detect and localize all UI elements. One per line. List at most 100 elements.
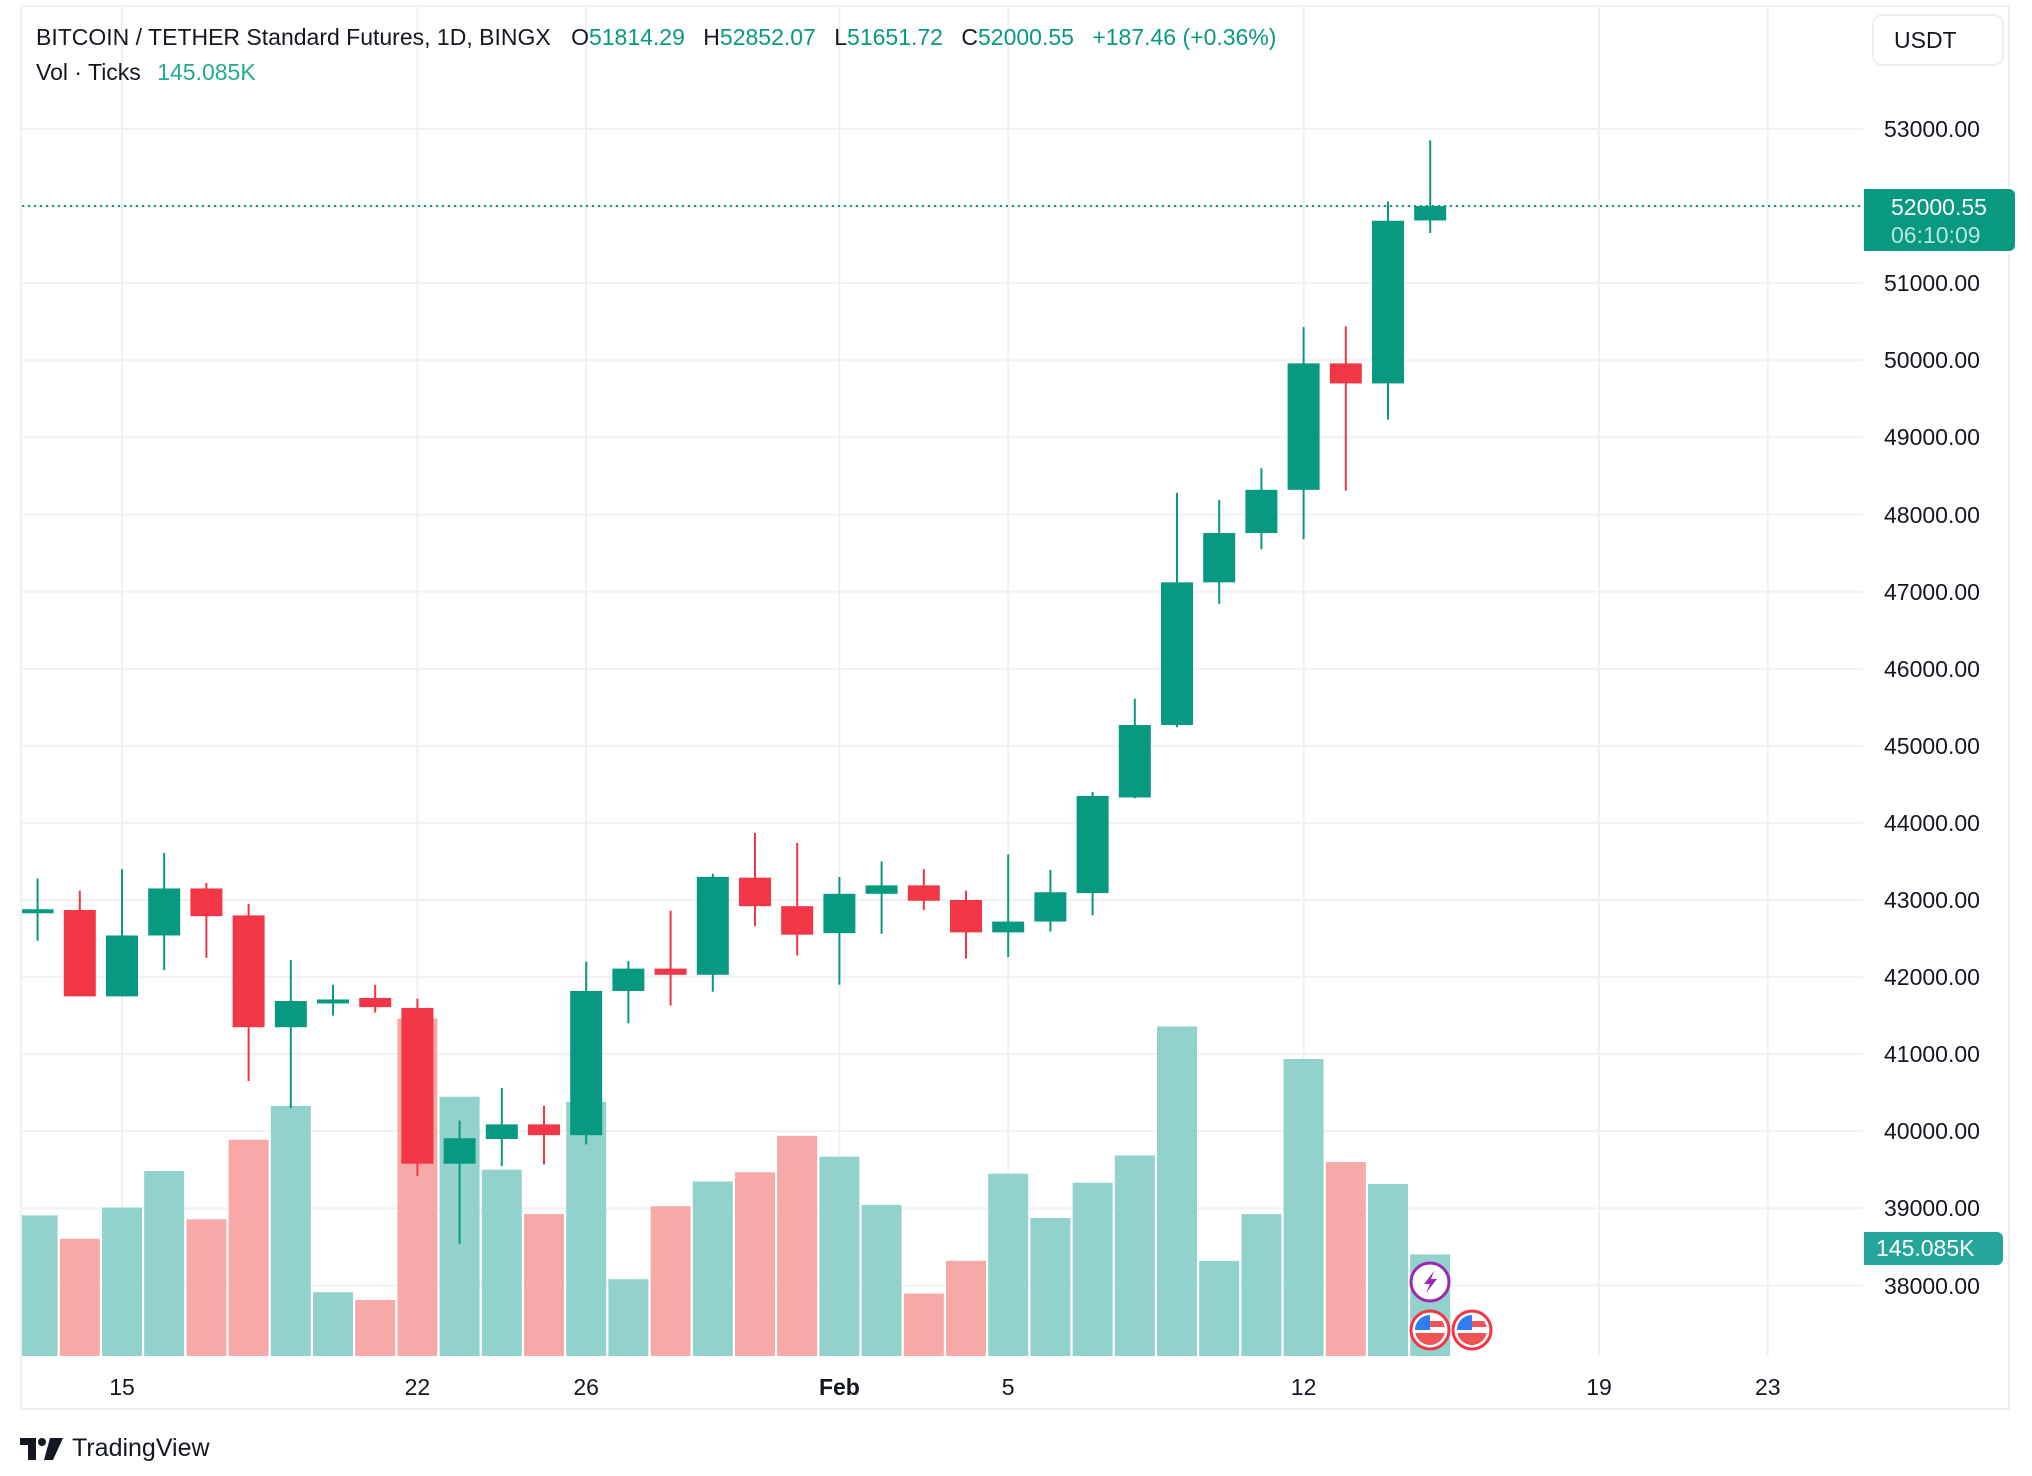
candle-body xyxy=(570,990,603,1136)
candle-body xyxy=(696,876,729,975)
volume-bar xyxy=(946,1260,986,1356)
volume-legend: Vol · Ticks 145.085K xyxy=(36,59,256,86)
candle xyxy=(865,861,898,934)
candle-body xyxy=(63,910,96,997)
candle xyxy=(823,876,856,985)
candle-body xyxy=(1034,892,1067,922)
candle-body xyxy=(317,999,349,1004)
tradingview-logo-icon xyxy=(20,1437,63,1460)
price-axis-label: 53000.00 xyxy=(1884,116,1980,142)
time-axis-label: 12 xyxy=(1290,1374,1317,1400)
candle-body xyxy=(1076,795,1109,894)
volume-bar xyxy=(270,1105,311,1356)
price-axis-label: 48000.00 xyxy=(1884,501,1980,528)
candles xyxy=(22,140,1447,1244)
candle-body xyxy=(190,888,223,917)
candle-body xyxy=(359,997,392,1008)
price-axis-label: 50000.00 xyxy=(1884,347,1980,374)
candle xyxy=(1076,792,1109,916)
candle-body xyxy=(654,968,687,975)
volume-bar xyxy=(692,1181,733,1356)
volume-bar xyxy=(1072,1182,1113,1356)
volume-bar xyxy=(524,1214,564,1356)
candle-body xyxy=(865,885,898,894)
candle xyxy=(190,883,223,958)
candle xyxy=(696,873,729,992)
candle-body xyxy=(950,900,982,933)
candle-body xyxy=(1414,206,1447,221)
ohlc-open: O51814.29 xyxy=(571,24,685,50)
price-axis-label: 46000.00 xyxy=(1884,655,1980,682)
lightning-icon[interactable] xyxy=(1409,1261,1451,1303)
us-flag-icon[interactable] xyxy=(1451,1309,1493,1351)
candle-body xyxy=(106,935,138,997)
candle-body xyxy=(781,906,814,935)
currency-button[interactable]: USDT xyxy=(1872,14,2004,66)
candle-body xyxy=(485,1124,518,1140)
candle xyxy=(1329,326,1362,491)
ohlc-close: C52000.55 xyxy=(961,24,1074,50)
volume-bar xyxy=(1325,1161,1366,1356)
candle-body xyxy=(148,888,181,936)
volume-bar xyxy=(22,1215,58,1356)
volume-bar xyxy=(1114,1155,1155,1356)
bar-countdown: 06:10:09 xyxy=(1891,222,1981,248)
volume-bar xyxy=(988,1173,1029,1356)
volume-value: 145.085K xyxy=(157,59,256,85)
symbol-title[interactable]: BITCOIN / TETHER Standard Futures, 1D, B… xyxy=(36,24,551,50)
candle-body xyxy=(823,893,856,934)
volume-indicator-title[interactable]: Vol · Ticks xyxy=(36,59,141,85)
volume-bar xyxy=(355,1299,396,1356)
volume-bar xyxy=(650,1206,691,1356)
candle xyxy=(1287,327,1320,540)
candle xyxy=(1118,698,1151,799)
candle-body xyxy=(274,1001,307,1028)
candle-body xyxy=(739,877,771,907)
candle xyxy=(232,903,265,1082)
time-axis-label: 15 xyxy=(109,1374,135,1400)
volume-bar xyxy=(861,1204,902,1356)
volume-bar xyxy=(186,1219,227,1356)
price-axis-label: 51000.00 xyxy=(1884,270,1980,297)
volume-bars xyxy=(22,1018,1451,1356)
candle xyxy=(1034,869,1067,932)
time-axis-label: 22 xyxy=(404,1374,431,1400)
candle-body xyxy=(22,909,54,914)
candle xyxy=(612,960,645,1024)
candle xyxy=(63,890,96,997)
time-axis-label: 5 xyxy=(1001,1374,1015,1400)
candle xyxy=(992,854,1025,958)
ohlc-high: H52852.07 xyxy=(703,24,816,50)
last-price-label: 52000.55 06:10:09 xyxy=(1864,189,2015,251)
candle xyxy=(274,960,307,1109)
candle xyxy=(1245,468,1278,550)
candle xyxy=(443,1120,476,1244)
candle-body xyxy=(907,885,940,901)
event-markers xyxy=(1409,1261,1493,1351)
candle xyxy=(317,984,349,1016)
time-axis-label: 19 xyxy=(1586,1374,1612,1400)
candle-body xyxy=(1329,363,1362,384)
price-axis-label: 49000.00 xyxy=(1884,424,1980,451)
price-axis-label: 38000.00 xyxy=(1884,1272,1980,1299)
time-axis-label: 23 xyxy=(1755,1374,1781,1400)
tradingview-logo[interactable]: TradingView xyxy=(20,1434,210,1463)
candle-body xyxy=(1287,363,1320,490)
volume-bar xyxy=(102,1207,142,1356)
time-axis-label: 26 xyxy=(573,1374,599,1400)
candle xyxy=(654,910,687,1006)
volume-bar xyxy=(1368,1184,1408,1356)
volume-bar xyxy=(59,1238,100,1356)
candle xyxy=(739,832,771,927)
ohlc-low: L51651.72 xyxy=(834,24,943,50)
us-flag-icon[interactable] xyxy=(1409,1309,1451,1351)
time-axis-label: Feb xyxy=(818,1374,860,1400)
chart-frame xyxy=(20,5,2010,1410)
candle-body xyxy=(232,915,265,1028)
candle-body xyxy=(1372,220,1404,384)
volume-bar xyxy=(777,1135,818,1356)
price-axis-label: 47000.00 xyxy=(1884,578,1980,605)
candle-body xyxy=(1203,533,1236,583)
candle-body xyxy=(443,1138,476,1164)
